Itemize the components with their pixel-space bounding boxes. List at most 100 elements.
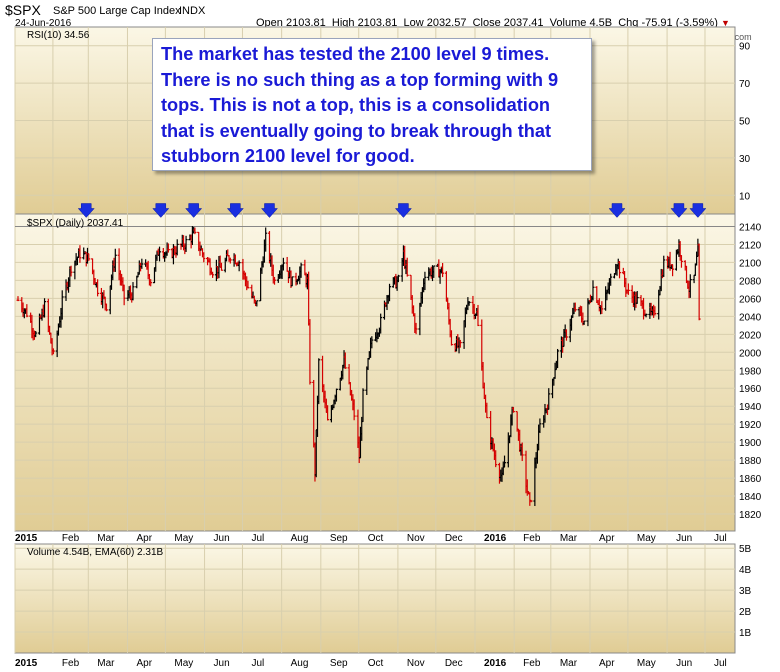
close-label: Close [472, 17, 501, 29]
volume-label: Volume [549, 17, 587, 29]
price-bar [679, 255, 683, 268]
x-tick-label: Feb [523, 533, 541, 544]
x-tick-label: Mar [560, 658, 578, 669]
x-tick-label: Oct [368, 658, 384, 669]
y-tick-label: 4B [739, 565, 752, 576]
low-label: Low [403, 17, 424, 29]
price-bar [467, 301, 471, 306]
x-tick-label: Feb [62, 658, 80, 669]
y-tick-label: 3B [739, 586, 752, 597]
y-tick-label: 70 [739, 79, 751, 90]
y-tick-label: 10 [739, 191, 751, 202]
y-tick-label: 2B [739, 607, 752, 618]
x-tick-label: Dec [445, 658, 463, 669]
price-bar [662, 255, 666, 277]
price-bar [644, 313, 648, 318]
price-bar [458, 339, 462, 348]
x-tick-label: Jun [676, 533, 692, 544]
x-tick-label: Jul [714, 533, 727, 544]
y-tick-label: 1940 [739, 402, 762, 413]
price-bar [273, 276, 277, 285]
price-bar [87, 253, 91, 261]
price-bar [237, 260, 241, 272]
top-arrow-icon [260, 203, 279, 218]
y-tick-label: 2100 [739, 258, 762, 269]
x-tick-label: Aug [291, 533, 309, 544]
y-tick-label: 2000 [739, 348, 762, 359]
y-tick-label: 2080 [739, 276, 762, 287]
price-bar [175, 239, 179, 256]
price-bar [113, 248, 117, 272]
price-bar [494, 450, 498, 468]
y-tick-label: 90 [739, 42, 751, 53]
price-bar [635, 290, 639, 304]
top-arrow-icon [689, 203, 707, 218]
price-legend: $SPX (Daily) 2037.41 [27, 218, 124, 229]
x-tick-label: Jul [714, 658, 727, 669]
x-tick-label: Apr [599, 533, 615, 544]
price-bar [43, 298, 47, 318]
rsi-legend: RSI(10) 34.56 [27, 30, 90, 41]
price-bar [326, 405, 330, 421]
y-tick-label: 1820 [739, 510, 762, 521]
vol-panel [14, 543, 736, 654]
price-bar [69, 265, 73, 277]
x-tick-label: Jul [251, 533, 264, 544]
x-tick-label: 2016 [484, 658, 507, 669]
price-bar [671, 264, 675, 277]
x-tick-label: May [637, 658, 656, 669]
price-bar [25, 304, 29, 318]
price-bar [122, 284, 126, 306]
x-tick-label: Mar [97, 533, 115, 544]
price-bar [104, 303, 108, 312]
y-tick-label: 2140 [739, 222, 762, 233]
x-tick-label: May [637, 533, 656, 544]
top-arrow-icon [226, 203, 244, 218]
price-bar [388, 283, 392, 302]
y-tick-label: 2040 [739, 312, 762, 323]
volume-value: 4.5B [589, 17, 613, 29]
price-bar [352, 399, 356, 421]
y-tick-label: 1980 [739, 366, 762, 377]
chart-date: 24-Jun-2016 [15, 18, 72, 29]
volume-legend: Volume 4.54B, EMA(60) 2.31B [27, 547, 164, 558]
price-bar [485, 402, 489, 419]
price-bar [423, 271, 427, 291]
chg-down-icon: ▼ [720, 18, 730, 28]
price-bar [476, 304, 480, 327]
price-bar [343, 352, 347, 369]
price-bar [520, 442, 524, 462]
x-tick-label: Sep [330, 533, 348, 544]
x-tick-label: Aug [291, 658, 309, 669]
top-arrow-icon [608, 203, 626, 218]
price-bar [264, 227, 268, 252]
price-bar [626, 283, 630, 295]
y-tick-label: 1B [739, 628, 752, 639]
x-tick-label: Mar [97, 658, 115, 669]
price-bar [582, 320, 586, 325]
annotation-line: The market has tested the 2100 level 9 t… [161, 44, 550, 64]
y-tick-label: 30 [739, 154, 751, 165]
y-tick-label: 1840 [739, 492, 762, 503]
price-bar [51, 348, 55, 355]
top-arrow-icon [185, 203, 203, 218]
price-bar [697, 243, 701, 321]
price-bar [573, 302, 577, 312]
y-tick-label: 1880 [739, 456, 762, 467]
chart-symbol: $SPX [5, 2, 41, 18]
x-tick-label: Jun [676, 658, 692, 669]
price-bar [432, 265, 436, 278]
annotation-line: that is eventually going to break throug… [161, 120, 552, 141]
chart-exchange: INDX [179, 5, 206, 17]
x-tick-label: 2015 [15, 533, 38, 544]
price-bar [414, 322, 418, 335]
price-bar [140, 258, 144, 269]
price-bar [529, 499, 533, 503]
open-label: Open [256, 17, 283, 29]
annotation-line: stubborn 2100 level for good. [161, 146, 415, 166]
price-bar [202, 252, 206, 263]
low-value: 2032.57 [426, 17, 467, 29]
y-tick-label: 5B [739, 544, 752, 555]
x-tick-label: Apr [136, 658, 152, 669]
price-bar [653, 306, 657, 316]
